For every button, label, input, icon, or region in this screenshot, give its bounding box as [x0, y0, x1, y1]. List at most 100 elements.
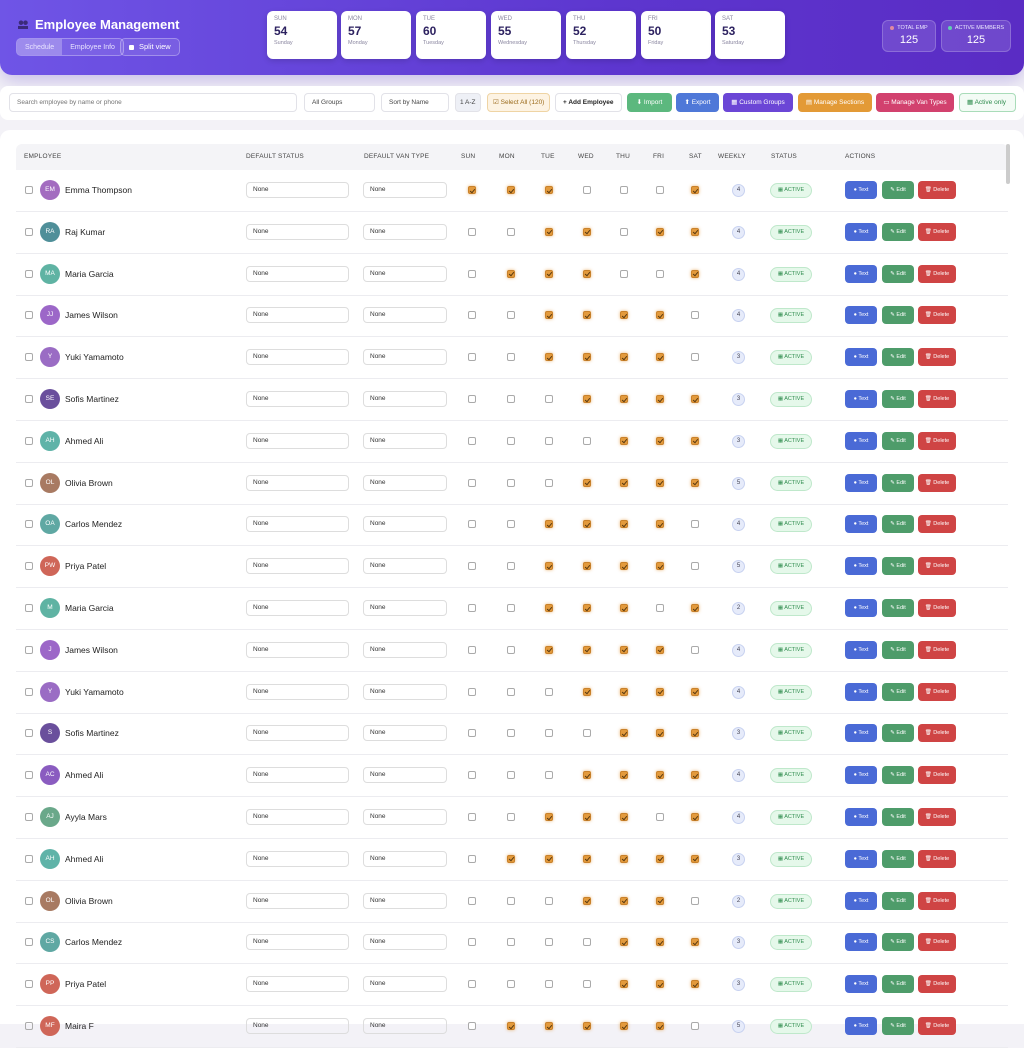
- default-van-type-select[interactable]: None: [363, 307, 447, 324]
- day-checkbox-sat[interactable]: [691, 311, 699, 320]
- text-button[interactable]: ● Text: [845, 891, 877, 910]
- text-button[interactable]: ● Text: [845, 849, 877, 868]
- text-button[interactable]: ● Text: [845, 473, 877, 492]
- day-checkbox-fri[interactable]: [656, 227, 664, 236]
- day-checkbox-thu[interactable]: [620, 854, 628, 863]
- default-status-select[interactable]: None: [246, 725, 349, 742]
- delete-button[interactable]: 🗑 Delete: [918, 306, 956, 325]
- day-checkbox-mon[interactable]: [507, 186, 515, 194]
- delete-button[interactable]: 🗑 Delete: [918, 181, 956, 199]
- day-checkbox-fri[interactable]: [656, 1022, 664, 1030]
- text-button[interactable]: ● Text: [845, 975, 877, 994]
- day-checkbox-mon[interactable]: [507, 604, 515, 612]
- delete-button[interactable]: 🗑 Delete: [918, 849, 956, 868]
- edit-button[interactable]: ✎ Edit: [882, 473, 914, 492]
- day-checkbox-thu[interactable]: [620, 311, 628, 320]
- day-checkbox-mon[interactable]: [507, 562, 515, 571]
- day-checkbox-thu[interactable]: [620, 980, 628, 989]
- day-checkbox-sun[interactable]: [468, 395, 476, 403]
- day-checkbox-thu[interactable]: [620, 813, 628, 821]
- day-checkbox-mon[interactable]: [507, 771, 515, 780]
- default-status-select[interactable]: None: [246, 683, 349, 700]
- day-checkbox-sun[interactable]: [468, 227, 476, 236]
- day-checkbox-sun[interactable]: [468, 604, 476, 612]
- default-status-select[interactable]: None: [246, 892, 349, 909]
- row-select-checkbox[interactable]: [25, 645, 33, 654]
- sort-order-button[interactable]: 1 A-Z: [455, 93, 481, 112]
- day-checkbox-wed[interactable]: [583, 854, 591, 863]
- day-checkbox-thu[interactable]: [620, 353, 628, 362]
- edit-button[interactable]: ✎ Edit: [882, 808, 914, 826]
- default-status-select[interactable]: None: [246, 809, 349, 825]
- day-checkbox-tue[interactable]: [545, 311, 553, 320]
- day-checkbox-sat[interactable]: [691, 395, 699, 403]
- day-checkbox-fri[interactable]: [656, 980, 664, 989]
- day-checkbox-mon[interactable]: [507, 311, 515, 320]
- day-checkbox-wed[interactable]: [583, 311, 591, 320]
- day-checkbox-tue[interactable]: [545, 896, 553, 905]
- default-status-select[interactable]: None: [246, 976, 349, 993]
- day-checkbox-mon[interactable]: [507, 1022, 515, 1030]
- text-button[interactable]: ● Text: [845, 306, 877, 325]
- day-checkbox-sun[interactable]: [468, 729, 476, 738]
- delete-button[interactable]: 🗑 Delete: [918, 473, 956, 492]
- day-checkbox-tue[interactable]: [545, 729, 553, 738]
- default-status-select[interactable]: None: [246, 349, 349, 366]
- edit-button[interactable]: ✎ Edit: [882, 1017, 914, 1035]
- day-checkbox-wed[interactable]: [583, 478, 591, 487]
- edit-button[interactable]: ✎ Edit: [882, 431, 914, 450]
- day-checkbox-wed[interactable]: [583, 227, 591, 236]
- edit-button[interactable]: ✎ Edit: [882, 306, 914, 325]
- day-checkbox-sat[interactable]: [691, 771, 699, 780]
- default-status-select[interactable]: None: [246, 182, 349, 198]
- default-van-type-select[interactable]: None: [363, 223, 447, 240]
- delete-button[interactable]: 🗑 Delete: [918, 640, 956, 659]
- day-checkbox-wed[interactable]: [583, 436, 591, 445]
- default-van-type-select[interactable]: None: [363, 349, 447, 366]
- day-checkbox-fri[interactable]: [656, 729, 664, 738]
- day-checkbox-sun[interactable]: [468, 813, 476, 821]
- delete-button[interactable]: 🗑 Delete: [918, 933, 956, 952]
- row-select-checkbox[interactable]: [25, 771, 33, 780]
- day-checkbox-wed[interactable]: [583, 729, 591, 738]
- day-checkbox-tue[interactable]: [545, 1022, 553, 1030]
- day-checkbox-thu[interactable]: [620, 227, 628, 236]
- delete-button[interactable]: 🗑 Delete: [918, 264, 956, 283]
- row-select-checkbox[interactable]: [25, 269, 33, 278]
- row-select-checkbox[interactable]: [25, 186, 33, 194]
- row-select-checkbox[interactable]: [25, 311, 33, 320]
- edit-button[interactable]: ✎ Edit: [882, 933, 914, 952]
- day-checkbox-tue[interactable]: [545, 687, 553, 696]
- delete-button[interactable]: 🗑 Delete: [918, 1017, 956, 1035]
- default-van-type-select[interactable]: None: [363, 182, 447, 198]
- day-checkbox-thu[interactable]: [620, 687, 628, 696]
- row-select-checkbox[interactable]: [25, 395, 33, 403]
- default-status-select[interactable]: None: [246, 223, 349, 240]
- text-button[interactable]: ● Text: [845, 222, 877, 241]
- day-checkbox-fri[interactable]: [656, 353, 664, 362]
- text-button[interactable]: ● Text: [845, 599, 877, 617]
- export-button[interactable]: ⬆ Export: [676, 93, 719, 112]
- text-button[interactable]: ● Text: [845, 1017, 877, 1035]
- manage-van-types-button[interactable]: ▭ Manage Van Types: [876, 93, 954, 112]
- default-status-select[interactable]: None: [246, 641, 349, 658]
- day-checkbox-fri[interactable]: [656, 269, 664, 278]
- delete-button[interactable]: 🗑 Delete: [918, 808, 956, 826]
- default-status-select[interactable]: None: [246, 767, 349, 784]
- day-checkbox-wed[interactable]: [583, 562, 591, 571]
- delete-button[interactable]: 🗑 Delete: [918, 348, 956, 367]
- default-status-select[interactable]: None: [246, 391, 349, 407]
- delete-button[interactable]: 🗑 Delete: [918, 891, 956, 910]
- text-button[interactable]: ● Text: [845, 515, 877, 534]
- day-checkbox-wed[interactable]: [583, 771, 591, 780]
- day-checkbox-fri[interactable]: [656, 854, 664, 863]
- day-checkbox-tue[interactable]: [545, 186, 553, 194]
- day-checkbox-mon[interactable]: [507, 729, 515, 738]
- delete-button[interactable]: 🗑 Delete: [918, 975, 956, 994]
- day-checkbox-fri[interactable]: [656, 311, 664, 320]
- edit-button[interactable]: ✎ Edit: [882, 891, 914, 910]
- day-checkbox-wed[interactable]: [583, 395, 591, 403]
- text-button[interactable]: ● Text: [845, 431, 877, 450]
- default-status-select[interactable]: None: [246, 516, 349, 533]
- add-employee-button[interactable]: + Add Employee: [555, 93, 622, 112]
